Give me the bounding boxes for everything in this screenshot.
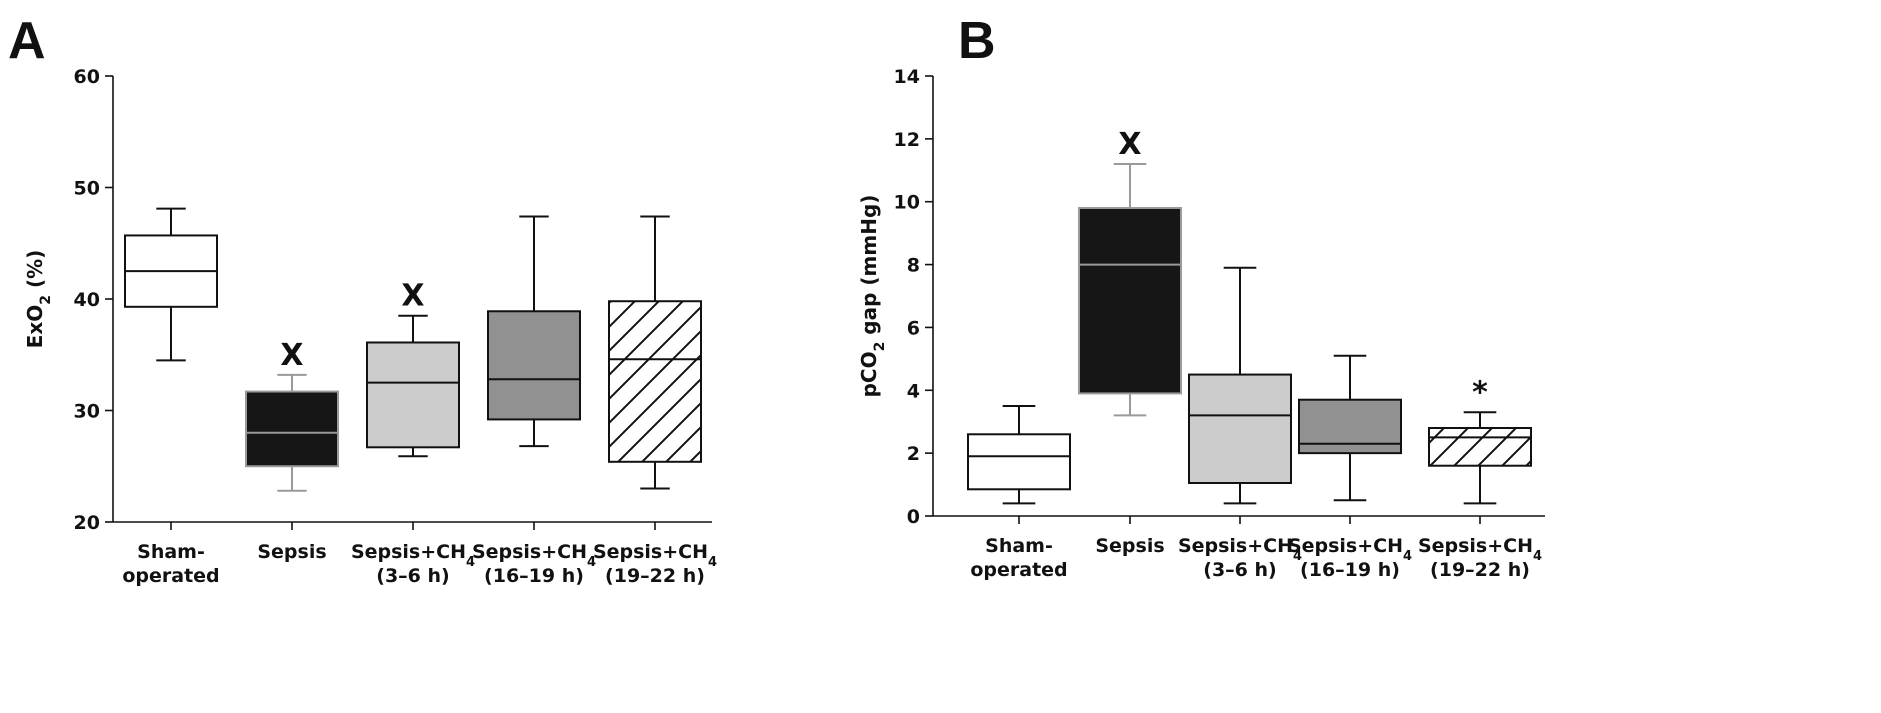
- significance-marker: X: [401, 279, 424, 314]
- box-group: [1188, 266, 1292, 505]
- box-group: [1298, 354, 1402, 502]
- box-group: X: [245, 338, 339, 492]
- box-iqr: [608, 300, 702, 463]
- category-label: Sham-: [985, 535, 1053, 557]
- box-iqr: [487, 310, 581, 421]
- box-iqr: [245, 390, 339, 468]
- panel-letter-b: B: [958, 12, 996, 70]
- significance-marker: *: [1472, 375, 1488, 410]
- box-iqr: [1188, 373, 1292, 485]
- y-tick-label: 40: [74, 289, 100, 311]
- box-group: [487, 215, 581, 448]
- box-group: *: [1428, 375, 1532, 505]
- box-iqr: [366, 341, 460, 449]
- category-label-line2: (19–22 h): [1430, 559, 1530, 581]
- box-iqr: [1298, 398, 1402, 455]
- y-tick-label: 20: [74, 512, 100, 534]
- category-label: Sepsis: [1095, 535, 1164, 557]
- significance-marker: X: [1118, 127, 1141, 162]
- category-label: Sepsis+CH4: [472, 541, 596, 570]
- y-tick-label: 2: [907, 443, 920, 465]
- panel-letter-a: A: [8, 12, 46, 70]
- category-label-line2: operated: [970, 559, 1067, 581]
- box-iqr: [967, 433, 1071, 491]
- y-axis-label: pCO2 gap (mmHg): [857, 195, 888, 398]
- y-tick-label: 10: [894, 192, 920, 214]
- category-label: Sham-: [137, 541, 205, 563]
- y-tick-label: 6: [907, 317, 920, 339]
- box-group: [124, 207, 218, 362]
- y-tick-label: 30: [74, 401, 100, 423]
- y-tick-label: 60: [74, 66, 100, 88]
- box-iqr: [1078, 207, 1182, 395]
- significance-marker: X: [280, 338, 303, 373]
- category-label-line2: (3–6 h): [1203, 559, 1276, 581]
- category-label-line2: (19–22 h): [605, 565, 705, 587]
- category-label-line2: (3–6 h): [376, 565, 449, 587]
- category-label: Sepsis+CH4: [1178, 535, 1302, 564]
- box-group: X: [1078, 127, 1182, 417]
- panel-a: A 20 30 40 50 60 ExO2 (%) Sham-operated X Sepsis…: [8, 12, 717, 587]
- category-label-line2: (16–19 h): [484, 565, 584, 587]
- category-label: Sepsis+CH4: [351, 541, 475, 570]
- y-tick-label: 8: [907, 255, 920, 277]
- box-group: [967, 405, 1071, 505]
- y-tick-label: 50: [74, 178, 100, 200]
- box-group: [608, 215, 702, 490]
- panel-b: B 0 2 4 6 8 10 12 14 pCO2 gap (mmHg) Sham-operate…: [857, 12, 1545, 581]
- category-label: Sepsis: [257, 541, 326, 563]
- y-tick-label: 4: [907, 380, 920, 402]
- y-tick-label: 14: [894, 66, 920, 88]
- category-label: Sepsis+CH4: [1418, 535, 1542, 564]
- y-tick-label: 0: [907, 506, 920, 528]
- category-label: Sepsis+CH4: [1288, 535, 1412, 564]
- y-axis-label: ExO2 (%): [23, 250, 54, 349]
- category-label-line2: operated: [122, 565, 219, 587]
- y-tick-label: 12: [894, 129, 920, 151]
- box-iqr: [1428, 427, 1532, 467]
- box-group: X: [366, 279, 460, 458]
- category-label: Sepsis+CH4: [593, 541, 717, 570]
- category-label-line2: (16–19 h): [1300, 559, 1400, 581]
